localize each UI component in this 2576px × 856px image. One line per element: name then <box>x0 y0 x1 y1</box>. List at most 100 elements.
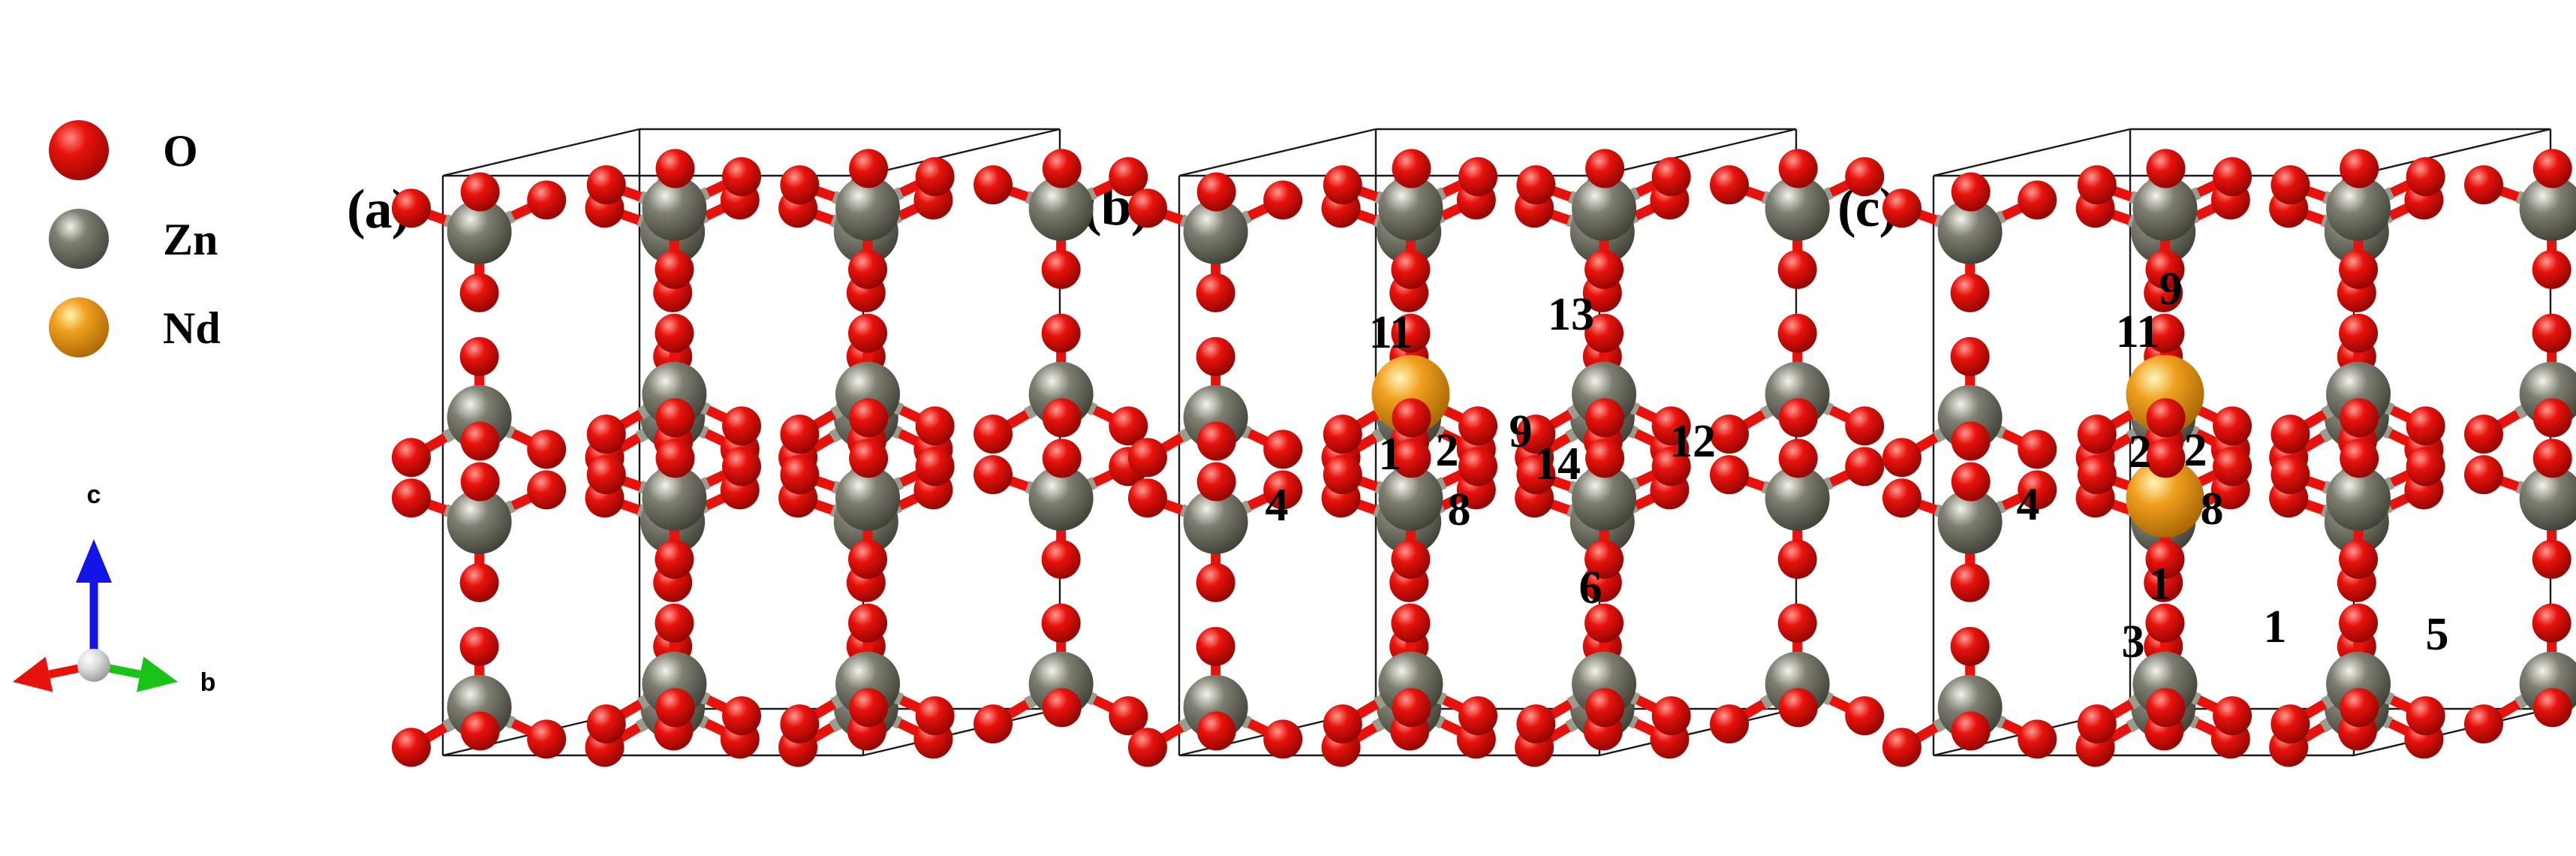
atom-index-label: 8 <box>2201 484 2224 535</box>
atom-o <box>1196 336 1235 376</box>
atom-o <box>1882 188 1921 228</box>
atom-o <box>848 539 888 579</box>
atom-index-label: 9 <box>2159 264 2183 315</box>
legend-group: OZnNdcab <box>13 120 221 697</box>
atom-zn <box>1937 199 2003 264</box>
atom-o <box>1584 313 1624 353</box>
atom-o <box>1516 414 1556 454</box>
atom-o <box>1042 398 1082 438</box>
atom-o <box>2463 414 2503 454</box>
atom-index-label: 5 <box>2426 609 2449 660</box>
atom-o <box>2463 455 2503 495</box>
atom-o <box>1109 157 1148 197</box>
atom-index-label: 6 <box>1579 562 1602 613</box>
atom-o <box>849 439 889 478</box>
atom-zn <box>1183 199 1248 264</box>
atom-o <box>2145 249 2185 289</box>
atom-o <box>2532 313 2571 353</box>
atom-o <box>849 688 889 728</box>
atom-o <box>391 478 431 518</box>
atom-o <box>2213 157 2252 197</box>
atom-o <box>2213 406 2252 446</box>
atom-o <box>2532 149 2572 188</box>
atom-zn <box>642 466 707 531</box>
atom-o <box>2406 447 2445 487</box>
atom-o <box>1263 180 1303 220</box>
axis-a-arrowhead <box>13 656 53 692</box>
atom-o <box>2532 688 2572 728</box>
atom-o <box>527 180 567 220</box>
atom-o <box>1516 455 1556 495</box>
atom-o <box>586 455 626 495</box>
legend-sphere-zn <box>49 209 109 269</box>
atom-o <box>849 398 889 438</box>
atom-o <box>1882 478 1921 518</box>
atom-o <box>655 149 695 188</box>
atom-o <box>848 603 888 643</box>
atom-zn <box>2326 466 2391 531</box>
atom-o <box>2532 539 2571 579</box>
atom-o <box>2339 603 2379 643</box>
atom-o <box>1391 249 1431 289</box>
atom-zn <box>1378 176 1443 241</box>
axis-b-arrowhead <box>136 656 178 692</box>
atom-o <box>780 704 820 744</box>
atom-o <box>1585 398 1625 438</box>
atom-o <box>655 398 695 438</box>
atom-o <box>1709 704 1749 744</box>
atom-o <box>915 696 955 736</box>
atom-o <box>1323 704 1362 744</box>
atom-o <box>1950 626 1990 666</box>
atom-o <box>1951 711 1991 751</box>
atom-o <box>459 336 499 376</box>
atom-o <box>391 188 431 228</box>
atom-o <box>655 603 694 643</box>
atom-o <box>1777 313 1817 353</box>
atom-o <box>2077 165 2117 205</box>
atom-index-label: 2 <box>1436 425 1459 476</box>
atom-o <box>1196 273 1235 312</box>
atom-o <box>2018 430 2057 469</box>
atom-o <box>2146 688 2186 728</box>
atom-o <box>1778 439 1818 478</box>
atom-zn <box>2519 466 2576 531</box>
atom-zn <box>2132 176 2198 241</box>
atom-o <box>460 711 500 751</box>
atom-o <box>1777 603 1817 643</box>
atom-o <box>1458 406 1498 446</box>
atom-o <box>848 313 888 353</box>
atom-o <box>780 414 820 454</box>
atom-zn <box>1183 489 1248 554</box>
atom-o <box>1042 149 1082 188</box>
atom-zn <box>642 176 707 241</box>
atom-o <box>1323 165 1362 205</box>
atom-zn <box>2519 176 2576 241</box>
atom-o <box>655 688 695 728</box>
atom-o <box>1042 688 1082 728</box>
atom-nd <box>2126 459 2204 538</box>
atom-o <box>2271 165 2310 205</box>
atom-o <box>2018 719 2057 759</box>
atom-o <box>1392 439 1431 478</box>
atom-o <box>2340 149 2379 188</box>
atom-o <box>1777 249 1817 289</box>
atom-o <box>459 626 499 666</box>
atom-o <box>2145 603 2185 643</box>
atom-index-label: 9 <box>1509 406 1533 457</box>
legend-label-nd: Nd <box>163 303 221 353</box>
atom-o <box>2463 704 2503 744</box>
atom-o <box>973 414 1013 454</box>
atom-o <box>2018 470 2057 510</box>
atom-o <box>2271 414 2310 454</box>
atom-o <box>527 430 567 469</box>
atom-o <box>460 421 500 461</box>
atom-o <box>1778 688 1818 728</box>
atom-o <box>655 439 695 478</box>
atom-o <box>1585 688 1625 728</box>
atom-o <box>1323 414 1362 454</box>
atom-o <box>1651 447 1691 487</box>
atom-o <box>2146 439 2186 478</box>
atom-o <box>1127 478 1167 518</box>
axis-label-b: b <box>200 668 216 697</box>
